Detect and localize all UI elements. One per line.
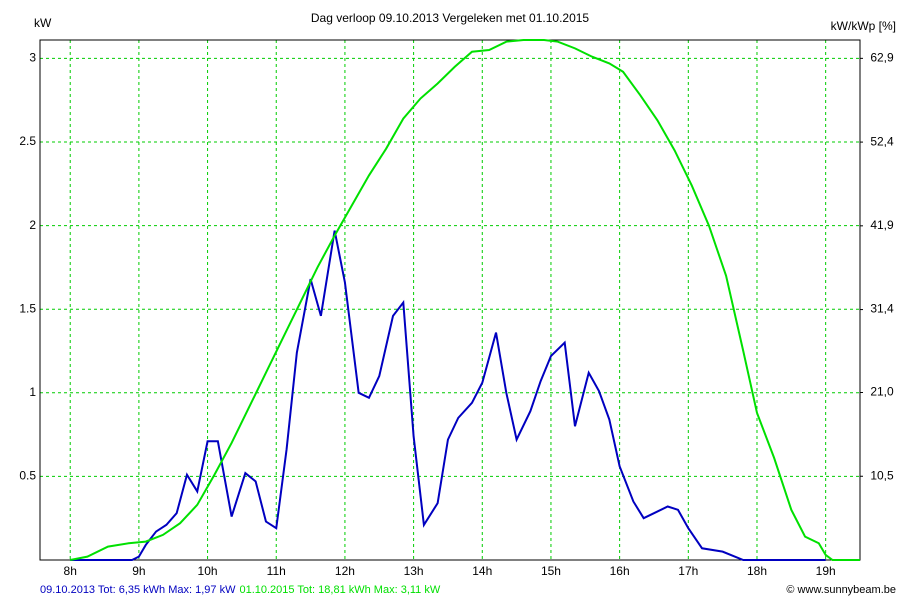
x-tick-label: 17h xyxy=(678,564,698,578)
y-tick-label: 1.5 xyxy=(19,301,36,315)
y-axis-label: kW xyxy=(34,16,52,30)
x-tick-label: 9h xyxy=(132,564,145,578)
y2-tick-label: 31,4 xyxy=(870,302,894,316)
x-tick-label: 16h xyxy=(610,564,630,578)
x-tick-label: 10h xyxy=(198,564,218,578)
x-tick-label: 19h xyxy=(816,564,836,578)
y-tick-label: 0.5 xyxy=(19,469,36,483)
legend-entry: 09.10.2013 Tot: 6,35 kWh Max: 1,97 kW xyxy=(40,584,236,596)
x-tick-label: 14h xyxy=(472,564,492,578)
x-tick-label: 12h xyxy=(335,564,355,578)
series-line xyxy=(70,39,860,561)
x-tick-label: 8h xyxy=(64,564,77,578)
y2-tick-label: 41,9 xyxy=(870,218,894,232)
plot-frame xyxy=(39,39,861,561)
y-tick-label: 2.5 xyxy=(19,134,36,148)
y2-tick-label: 10,5 xyxy=(870,468,894,482)
x-tick-label: 15h xyxy=(541,564,561,578)
y-tick-label: 2 xyxy=(29,218,36,232)
series-line xyxy=(70,230,826,561)
y2-tick-label: 21,0 xyxy=(870,385,894,399)
x-tick-label: 18h xyxy=(747,564,767,578)
chart-title: Dag verloop 09.10.2013 Vergeleken met 01… xyxy=(311,11,590,25)
y2-tick-label: 62,9 xyxy=(870,51,894,65)
x-tick-label: 11h xyxy=(267,564,286,578)
y2-tick-label: 52,4 xyxy=(870,134,894,148)
x-tick-label: 13h xyxy=(404,564,424,578)
legend-entry: 01.10.2015 Tot: 18,81 kWh Max: 3,11 kW xyxy=(239,584,440,596)
y-tick-label: 3 xyxy=(29,51,36,65)
y-tick-label: 1 xyxy=(29,385,36,399)
credit: © www.sunnybeam.be xyxy=(786,584,896,596)
y2-axis-label: kW/kWp [%] xyxy=(831,19,896,33)
